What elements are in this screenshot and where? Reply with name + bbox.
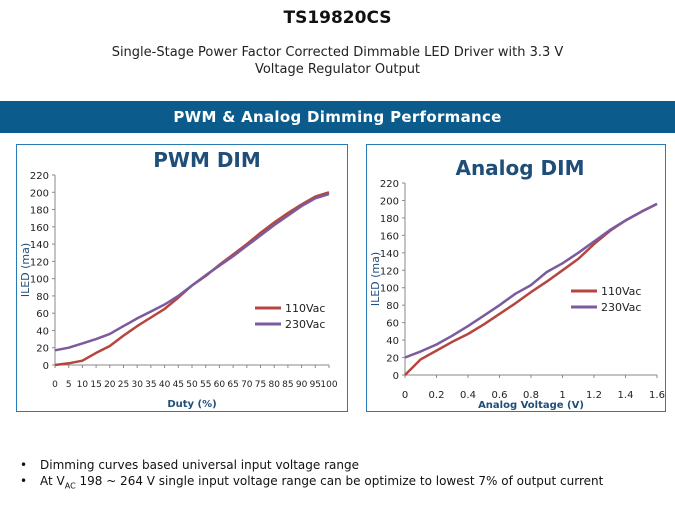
- x-tick-label: 30: [131, 380, 143, 390]
- x-axis-label: Analog Voltage (V): [478, 400, 584, 411]
- x-tick-label: 0.2: [429, 390, 445, 401]
- y-tick-label: 40: [386, 336, 399, 347]
- x-tick-label: 55: [200, 380, 211, 390]
- y-tick-label: 160: [30, 223, 49, 234]
- legend-label: 230Vac: [601, 301, 641, 314]
- chart-title: Analog DIM: [455, 156, 584, 180]
- y-tick-label: 220: [30, 171, 49, 182]
- x-tick-label: 65: [227, 380, 238, 390]
- note-2-subscript: AC: [64, 481, 76, 491]
- x-tick-label: 1.4: [618, 390, 634, 401]
- x-tick-label: 75: [255, 380, 266, 390]
- y-tick-label: 0: [43, 361, 49, 372]
- x-tick-label: 35: [145, 380, 156, 390]
- slide-subtitle: Single-Stage Power Factor Corrected Dimm…: [70, 44, 605, 78]
- note-item: At VAC 198 ~ 264 V single input voltage …: [20, 473, 603, 494]
- series-line-230vac: [404, 202, 658, 359]
- y-tick-label: 200: [380, 196, 399, 207]
- note-2-pre: At V: [40, 474, 65, 488]
- y-tick-label: 20: [386, 354, 399, 365]
- y-tick-label: 140: [30, 240, 49, 251]
- y-tick-label: 140: [380, 249, 399, 260]
- y-tick-label: 160: [380, 231, 399, 242]
- x-tick-label: 0: [402, 390, 408, 401]
- x-tick-label: 5: [66, 380, 72, 390]
- y-tick-label: 40: [36, 326, 49, 337]
- x-tick-label: 45: [173, 380, 184, 390]
- x-tick-label: 70: [241, 380, 253, 390]
- x-axis-label: Duty (%): [167, 399, 216, 410]
- x-tick-label: 50: [186, 380, 198, 390]
- y-tick-label: 120: [380, 266, 399, 277]
- x-tick-label: 90: [296, 380, 308, 390]
- analog-dim-chart-panel: Analog DIM 0 20 40 60 80 100 120 140 160 180 200 220…: [366, 144, 666, 412]
- legend-label: 110Vac: [285, 302, 325, 315]
- subtitle-line-1: Single-Stage Power Factor Corrected Dimm…: [111, 45, 564, 60]
- y-tick-label: 60: [36, 309, 49, 320]
- x-tick-label: 1.6: [649, 390, 665, 401]
- y-tick-label: 180: [30, 206, 49, 217]
- subtitle-line-2: Voltage Regulator Output: [254, 62, 421, 77]
- pwm-dim-chart-panel: PWM DIM 0 20 40 60 80 100 120 140 160 180 200 220 0 5 1…: [16, 144, 348, 412]
- x-tick-label: 1.2: [586, 390, 602, 401]
- legend-label: 110Vac: [601, 285, 641, 298]
- legend-label: 230Vac: [285, 318, 325, 331]
- y-axis-label: ILED (ma): [19, 243, 32, 297]
- x-tick-label: 80: [268, 380, 280, 390]
- x-tick-label: 95: [310, 380, 321, 390]
- y-tick-label: 80: [386, 301, 399, 312]
- y-axis-label: ILED (ma): [369, 252, 382, 306]
- x-tick-label: 25: [118, 380, 129, 390]
- chart-title: PWM DIM: [153, 148, 261, 172]
- y-tick-label: 20: [36, 344, 49, 355]
- x-tick-label: 0.8: [523, 390, 539, 401]
- note-2-post: 198 ~ 264 V single input voltage range c…: [75, 474, 604, 488]
- note-item: Dimming curves based universal input vol…: [20, 457, 603, 473]
- x-tick-label: 20: [104, 380, 116, 390]
- notes-list: Dimming curves based universal input vol…: [20, 457, 603, 494]
- x-tick-label: 0.4: [460, 390, 476, 401]
- x-tick-label: 60: [214, 380, 226, 390]
- analog-dim-chart: Analog DIM 0 20 40 60 80 100 120 140 160 180 200 220…: [369, 156, 665, 411]
- y-tick-label: 120: [30, 257, 49, 268]
- x-tick-label: 15: [90, 380, 101, 390]
- y-tick-label: 220: [380, 179, 399, 190]
- section-banner: PWM & Analog Dimming Performance: [0, 101, 675, 133]
- x-tick-label: 85: [282, 380, 293, 390]
- x-tick-label: 40: [159, 380, 171, 390]
- y-tick-label: 100: [380, 284, 399, 295]
- x-tick-label: 0.6: [492, 390, 508, 401]
- y-tick-label: 100: [30, 275, 49, 286]
- y-tick-label: 200: [30, 188, 49, 199]
- y-tick-label: 80: [36, 292, 49, 303]
- note-1-text: Dimming curves based universal input vol…: [40, 458, 359, 472]
- y-tick-label: 180: [380, 214, 399, 225]
- slide-title: TS19820CS: [283, 8, 392, 28]
- x-tick-label: 10: [77, 380, 89, 390]
- x-tick-label: 0: [52, 380, 58, 390]
- x-tick-label: 1: [559, 390, 565, 401]
- x-tick-label: 100: [320, 380, 337, 390]
- y-tick-label: 0: [393, 371, 399, 382]
- y-tick-label: 60: [386, 319, 399, 330]
- series-line-230vac: [54, 192, 330, 352]
